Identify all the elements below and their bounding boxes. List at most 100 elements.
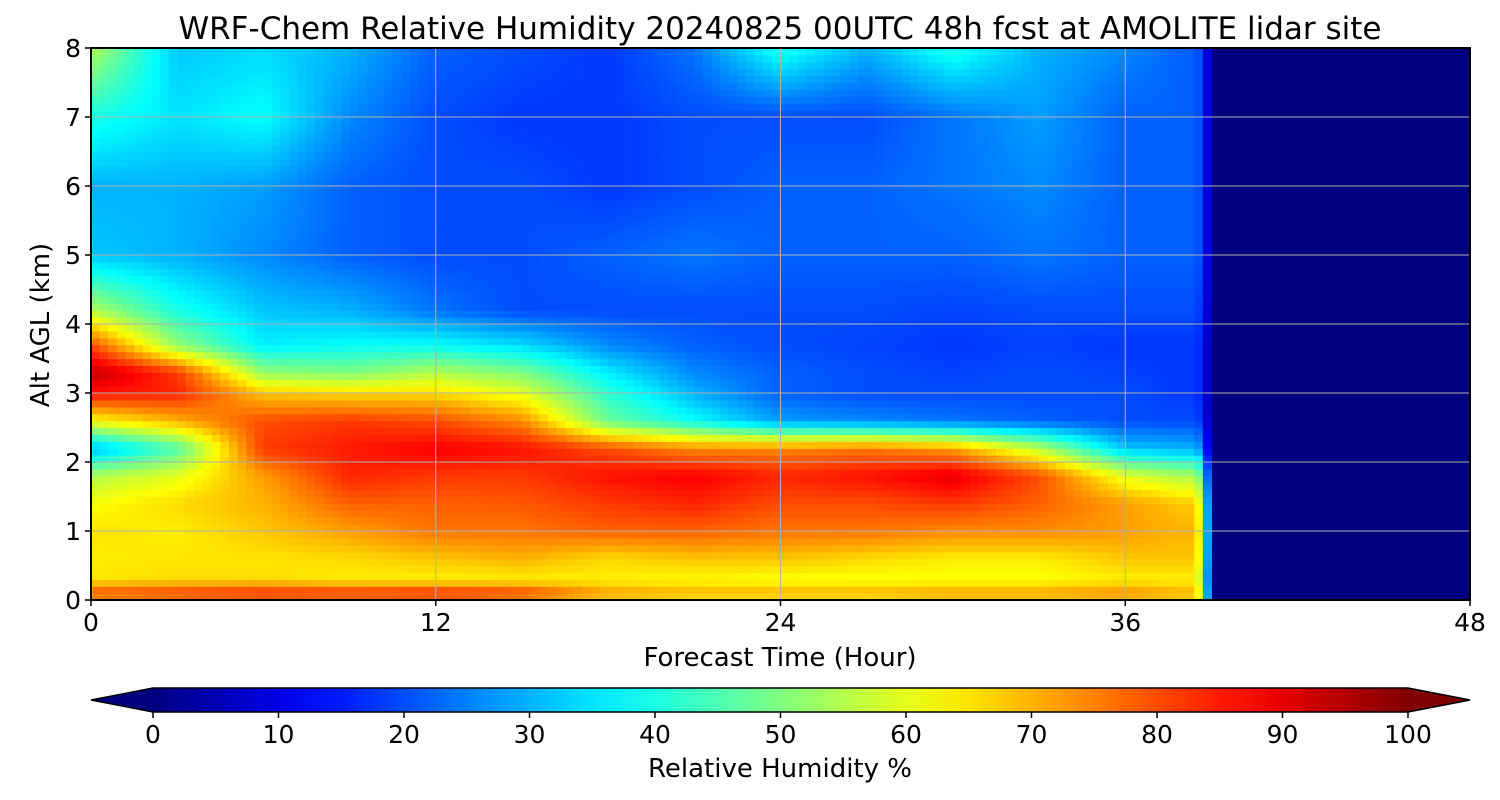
heatmap-cell [271,593,282,600]
heatmap-cell [401,572,411,580]
heatmap-cell [771,406,782,415]
heatmap-cell [271,544,282,553]
heatmap-cell [1039,406,1049,415]
heatmap-cell [728,586,739,594]
heatmap-cell [952,372,963,380]
heatmap-cell [392,586,402,594]
heatmap-cell [814,344,825,353]
heatmap-cell [1013,586,1023,594]
heatmap-cell [409,448,420,456]
heatmap-cell [125,558,135,567]
heatmap-cell [435,372,445,380]
heatmap-cell [642,593,652,600]
heatmap-cell [340,413,351,422]
heatmap-cell [151,503,161,511]
heatmap-cell [1151,524,1161,532]
heatmap-cell [470,441,480,449]
heatmap-cell [1090,551,1100,560]
heatmap-cell [1151,448,1161,456]
heatmap-cell [1004,372,1014,380]
heatmap-cell [866,593,876,600]
heatmap-cell [280,517,290,525]
heatmap-cell [366,468,377,477]
heatmap-cell [1159,496,1169,504]
heatmap-cell [875,462,885,470]
heatmap-cell [789,475,799,484]
heatmap-cell [125,468,135,477]
heatmap-cell [935,462,945,470]
heatmap-cell [323,434,333,442]
heatmap-cell [1039,537,1049,546]
heatmap-cell [340,427,351,435]
heatmap-cell [1047,448,1057,456]
heatmap-cell [1151,593,1161,600]
heatmap-cell [315,544,325,553]
heatmap-cell [771,420,782,429]
heatmap-cell [151,455,161,463]
heatmap-cell [444,462,454,470]
heatmap-cell [1159,393,1169,401]
heatmap-cell [349,413,359,422]
heatmap-cell [547,544,558,553]
heatmap-cell [289,517,299,525]
heatmap-cell [99,399,109,408]
heatmap-cell [401,462,411,470]
heatmap-cell [220,565,230,573]
heatmap-cell [470,531,480,539]
heatmap-cell [530,551,540,560]
heatmap-cell [349,586,359,594]
heatmap-cell [409,551,420,560]
heatmap-cell [254,558,264,567]
heatmap-cell [1133,344,1144,353]
heatmap-cell [91,510,101,518]
heatmap-cell [935,482,945,491]
heatmap-cell [1194,462,1204,470]
heatmap-cell [866,586,876,594]
heatmap-cell [108,358,118,366]
heatmap-cell [909,537,919,546]
heatmap-cell [1176,441,1187,449]
heatmap-cell [952,406,963,415]
heatmap-cell [280,406,290,415]
heatmap-cell [159,413,170,422]
heatmap-cell [513,558,523,567]
heatmap-cell [1039,482,1049,491]
heatmap-cell [409,379,420,387]
heatmap-cell [99,593,109,600]
heatmap-cell [1176,434,1187,442]
heatmap-cell [1021,434,1032,442]
heatmap-cell [168,496,178,504]
heatmap-cell [694,489,704,498]
heatmap-cell [590,413,601,422]
heatmap-cell [1108,593,1118,600]
heatmap-cell [1013,420,1023,429]
heatmap-cell [1099,365,1109,373]
heatmap-cell [366,337,377,346]
heatmap-cell [409,544,420,553]
heatmap-cell [99,406,109,415]
heatmap-cell [978,551,988,560]
heatmap-cell [297,593,308,600]
heatmap-cell [1073,510,1083,518]
heatmap-cell [1082,406,1092,415]
heatmap-cell [582,565,592,573]
heatmap-cell [470,489,480,498]
heatmap-cell [349,337,359,346]
heatmap-cell [763,579,773,587]
heatmap-cell [418,593,428,600]
heatmap-cell [1013,365,1023,373]
heatmap-cell [737,358,747,366]
heatmap-cell [771,579,782,587]
heatmap-cell [582,537,592,546]
heatmap-cell [168,365,178,373]
heatmap-cell [556,448,566,456]
heatmap-cell [547,365,558,373]
heatmap-cell [228,593,239,600]
heatmap-cell [108,468,118,477]
heatmap-cell [1073,475,1083,484]
heatmap-cell [1133,586,1144,594]
heatmap-cell [392,524,402,532]
heatmap-cell [1082,551,1092,560]
heatmap-cell [814,379,825,387]
heatmap-cell [573,406,583,415]
